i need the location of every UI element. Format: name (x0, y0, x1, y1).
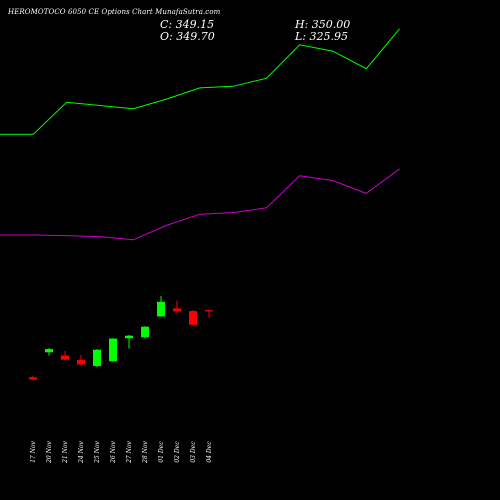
x-tick-label: 02 Dec (174, 441, 181, 463)
candle-body (93, 349, 101, 367)
upper-band-line (0, 28, 400, 135)
x-tick-label: 24 Nov (78, 440, 85, 463)
candle-body (109, 338, 117, 362)
x-tick-label: 20 Nov (46, 440, 53, 463)
x-tick-label: 21 Nov (62, 440, 69, 463)
candle-body (29, 377, 37, 380)
candle-body (205, 310, 213, 312)
x-tick-label: 17 Nov (30, 440, 37, 462)
candle-body (173, 308, 181, 312)
candle-body (125, 335, 133, 339)
candle-body (77, 359, 85, 365)
low-value: L: 325.95 (295, 30, 348, 43)
candle-body (189, 311, 197, 325)
candle-body (141, 326, 149, 338)
x-tick-label: 03 Dec (190, 441, 197, 463)
lower-band-line (0, 168, 400, 241)
x-tick-label: 01 Dec (158, 441, 165, 463)
x-tick-label: 27 Nov (126, 440, 133, 463)
x-tick-label: 26 Nov (110, 440, 117, 463)
x-tick-label: 25 Nov (94, 440, 101, 463)
close-value: C: 349.15 (160, 18, 215, 31)
chart-title: HEROMOTOCO 6050 CE Options Chart MunafaS… (8, 8, 221, 16)
candle-body (61, 355, 69, 360)
candle-body (157, 301, 165, 317)
x-axis-ticks: 17 Nov 20 Nov 21 Nov 24 Nov 25 Nov 26 Nov 27 N… (30, 440, 213, 463)
high-value: H: 350.00 (295, 18, 351, 31)
x-tick-label: 28 Nov (142, 440, 149, 463)
candle-body (45, 349, 53, 353)
candles-group (29, 296, 213, 381)
x-tick-label: 04 Dec (206, 441, 213, 463)
open-value: O: 349.70 (160, 30, 215, 43)
